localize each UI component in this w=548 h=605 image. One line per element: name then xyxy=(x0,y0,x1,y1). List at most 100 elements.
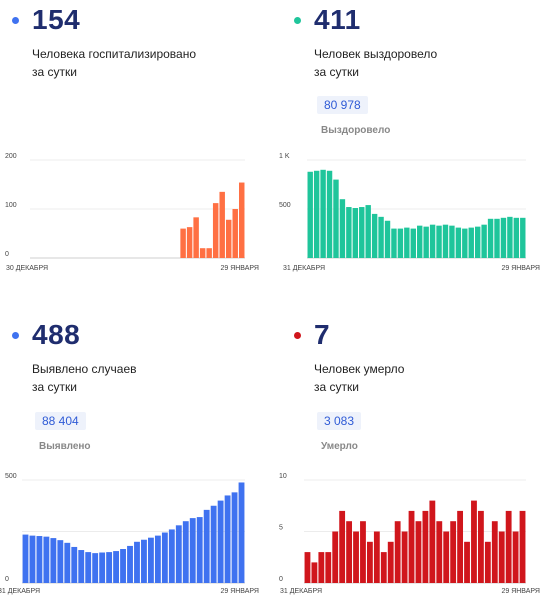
bar xyxy=(239,182,245,258)
bar xyxy=(333,179,339,258)
bar xyxy=(210,505,217,583)
bar xyxy=(182,521,189,583)
bar xyxy=(180,228,186,258)
bar xyxy=(332,531,339,583)
recovered-chart: 500 1 K 31 ДЕКАБРЯ 29 ЯНВАРЯ xyxy=(279,153,540,272)
bar xyxy=(422,510,429,583)
bar xyxy=(366,541,373,583)
bar xyxy=(394,521,401,583)
bar xyxy=(436,521,443,583)
bar xyxy=(449,225,455,258)
bar xyxy=(373,531,380,583)
bar xyxy=(99,552,106,583)
bar xyxy=(380,552,387,583)
total-label: Умерло xyxy=(321,441,358,452)
bar xyxy=(474,226,481,258)
bar xyxy=(494,218,500,258)
y-tick-label: 10 xyxy=(279,473,287,480)
y-tick-label: 0 xyxy=(279,576,283,583)
x-start-label: 30 ДЕКАБРЯ xyxy=(6,265,48,272)
total-value: 88 404 xyxy=(35,412,86,430)
bar xyxy=(359,207,365,258)
bar xyxy=(487,218,494,258)
bar xyxy=(408,510,415,583)
bar xyxy=(384,220,391,258)
bar xyxy=(442,224,449,258)
bar xyxy=(423,226,429,258)
bar xyxy=(477,510,484,583)
total-label: Выявлено xyxy=(39,441,91,452)
bar xyxy=(326,170,333,258)
bar xyxy=(455,227,462,258)
daily-number: 411 xyxy=(314,4,361,35)
bar xyxy=(147,537,154,583)
y-tick-label: 200 xyxy=(5,153,17,160)
daily-number: 154 xyxy=(32,4,81,35)
bar xyxy=(404,227,410,258)
bar xyxy=(505,510,512,583)
bar xyxy=(154,535,161,583)
bar xyxy=(238,482,245,583)
bar xyxy=(391,228,397,258)
y-tick-label: 500 xyxy=(279,202,291,209)
bar xyxy=(468,227,474,258)
total-value: 80 978 xyxy=(317,96,368,114)
bar xyxy=(471,500,477,583)
bar xyxy=(85,552,92,583)
panel-recovered: 411 Человек выздоровело за сутки 80 978 … xyxy=(274,0,548,290)
bar xyxy=(519,510,526,583)
bar xyxy=(365,205,371,258)
y-tick-label: 0 xyxy=(5,251,9,258)
bar xyxy=(106,552,113,583)
bar xyxy=(307,171,313,258)
y-tick-label: 0 xyxy=(5,576,9,583)
bar xyxy=(410,228,416,258)
bar xyxy=(189,518,196,583)
bar xyxy=(203,509,210,583)
bar xyxy=(513,217,520,258)
y-tick-label: 100 xyxy=(5,202,17,209)
bar xyxy=(417,225,423,258)
bar xyxy=(339,510,346,583)
bar xyxy=(429,500,436,583)
bar xyxy=(346,207,352,258)
bar xyxy=(193,217,199,258)
total-value: 3 083 xyxy=(317,412,362,430)
x-start-label: 31 ДЕКАБРЯ xyxy=(283,265,325,272)
bar xyxy=(141,539,147,583)
bar xyxy=(206,248,212,258)
bar xyxy=(401,531,408,583)
bullet-dot xyxy=(294,332,301,339)
bar xyxy=(134,541,140,583)
x-end-label: 29 ЯНВАРЯ xyxy=(501,265,540,272)
bar xyxy=(212,203,219,258)
bullet-dot xyxy=(12,332,19,339)
bar xyxy=(57,540,64,583)
bar xyxy=(224,495,231,583)
y-tick-label: 1 K xyxy=(279,153,290,160)
bar xyxy=(175,525,182,583)
bar xyxy=(371,213,378,258)
bar xyxy=(29,535,36,583)
bar xyxy=(196,517,203,583)
bar xyxy=(186,227,193,258)
bar xyxy=(232,209,238,258)
panel-deaths: 7 Человек умерло за сутки 3 083 Умерло 0… xyxy=(274,315,548,605)
x-end-label: 29 ЯНВАРЯ xyxy=(220,588,259,595)
y-tick-label: 5 xyxy=(279,525,283,532)
bar xyxy=(113,551,120,583)
bar xyxy=(352,208,359,258)
total-label: Выздоровело xyxy=(321,125,391,136)
panel-cases: 488 Выявлено случаев за сутки 88 404 Выя… xyxy=(0,315,274,605)
panel-hospitalized: 154 Человека госпитализировано за сутки … xyxy=(0,0,274,290)
bar xyxy=(43,536,50,583)
bar xyxy=(318,552,325,583)
bar xyxy=(304,552,311,583)
description: Человек умерло за сутки xyxy=(314,362,405,394)
bar xyxy=(199,248,206,258)
bar xyxy=(225,219,232,258)
bar xyxy=(378,216,384,258)
bar xyxy=(443,531,450,583)
deaths-chart: 0 5 10 31 ДЕКАБРЯ 29 ЯНВАРЯ xyxy=(279,473,540,595)
bar xyxy=(353,531,359,583)
